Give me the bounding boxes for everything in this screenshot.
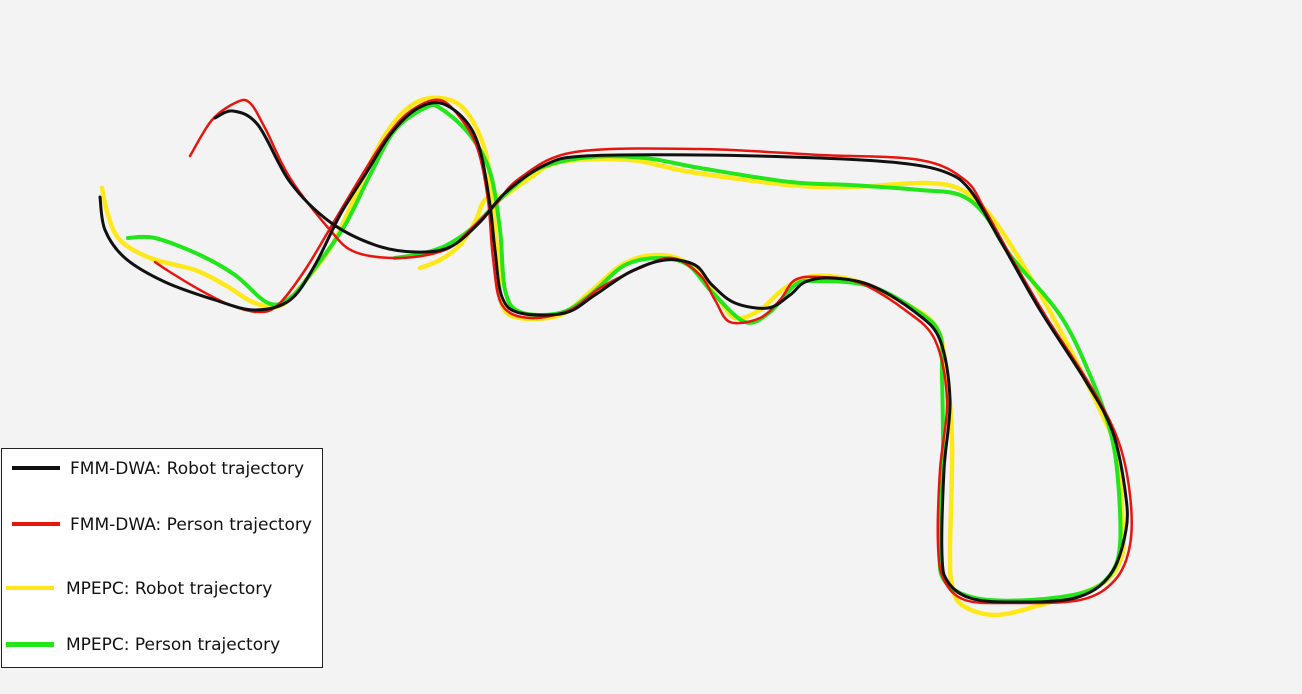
legend-label: MPEPC: Person trajectory bbox=[66, 635, 281, 655]
legend-label: FMM-DWA: Person trajectory bbox=[70, 515, 312, 535]
legend-swatch-yellow bbox=[6, 586, 54, 590]
legend-item-mpepc-robot: MPEPC: Robot trajectory bbox=[2, 577, 322, 601]
legend-swatch-green bbox=[6, 642, 54, 647]
legend-item-mpepc-person: MPEPC: Person trajectory bbox=[2, 633, 322, 657]
legend-swatch-red bbox=[12, 522, 60, 526]
legend: FMM-DWA: Robot trajectory FMM-DWA: Perso… bbox=[1, 448, 323, 668]
legend-item-fmm-dwa-robot: FMM-DWA: Robot trajectory bbox=[2, 457, 322, 481]
legend-swatch-black bbox=[12, 466, 60, 470]
legend-item-fmm-dwa-person: FMM-DWA: Person trajectory bbox=[2, 513, 322, 537]
legend-label: FMM-DWA: Robot trajectory bbox=[70, 459, 305, 479]
series-line-fmm-dwa-robot bbox=[98, 101, 1129, 604]
series-layer bbox=[98, 95, 1133, 618]
legend-label: MPEPC: Robot trajectory bbox=[66, 579, 273, 599]
